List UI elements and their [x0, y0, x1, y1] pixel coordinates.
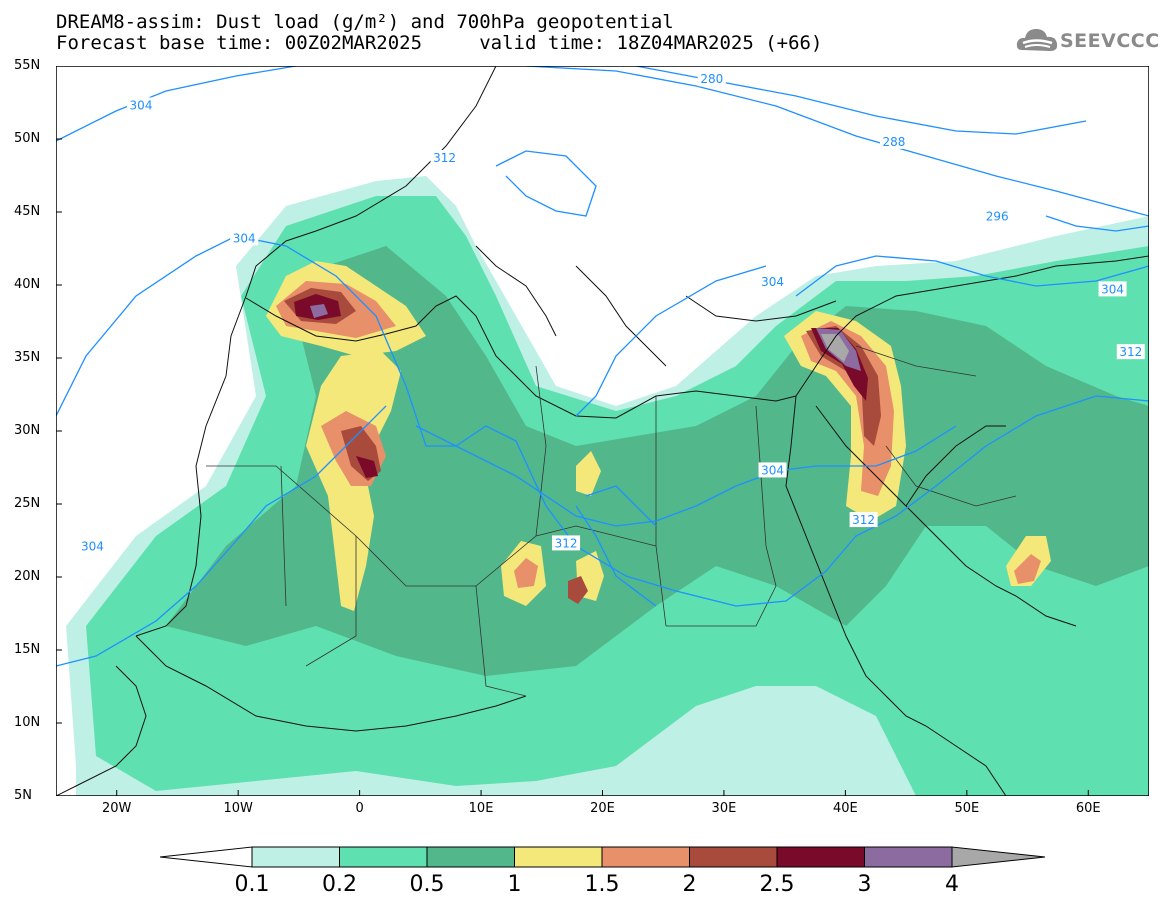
- map-title: DREAM8-assim: Dust load (g/m²) and 700hP…: [56, 11, 674, 33]
- contour-label-bg: [697, 71, 726, 87]
- seevccc-logo: SEEVCCC: [1016, 24, 1159, 58]
- lat-tick-label: 15N: [14, 642, 41, 657]
- dust-field: [66, 176, 1149, 796]
- contour-label: 304: [130, 98, 153, 112]
- dust-level-3: [310, 304, 328, 318]
- contour-label-bg: [78, 538, 107, 554]
- lon-tick-label: 50E: [954, 801, 980, 816]
- coastlines: [56, 66, 1149, 796]
- colorbar-label: 0.2: [322, 872, 357, 897]
- lat-tick-label: 45N: [14, 204, 41, 219]
- contour-label-bg: [758, 274, 787, 290]
- lat-tick-label: 40N: [14, 277, 41, 292]
- contour-label-bg: [758, 462, 787, 478]
- map-subtitle: Forecast base time: 00Z02MAR2025 valid t…: [56, 32, 823, 54]
- contour-label: 312: [852, 513, 875, 527]
- dust-level-2.5: [356, 456, 378, 478]
- contour-label-bg: [879, 133, 908, 149]
- contour-label: 304: [81, 539, 104, 553]
- contour-label-bg: [230, 230, 259, 246]
- contour-label-bg: [430, 149, 459, 165]
- contour-label: 304: [233, 231, 256, 245]
- colorbar-label: 0.1: [234, 872, 270, 897]
- contour-label: 312: [555, 536, 578, 550]
- contour-label: 312: [433, 151, 456, 165]
- dust-level-2: [568, 576, 588, 604]
- dust-level-1.5: [1014, 554, 1041, 584]
- lon-tick-label: 30E: [711, 801, 737, 816]
- contour-label: 296: [986, 209, 1009, 223]
- lat-tick-label: 55N: [14, 58, 41, 73]
- contour-label: 304: [1101, 282, 1124, 296]
- lat-tick-label: 5N: [14, 788, 32, 803]
- borders: [206, 345, 1017, 697]
- colorbar-label: 3: [857, 872, 872, 897]
- colorbar-label: 1.5: [584, 872, 620, 897]
- dust-level-2: [806, 326, 881, 446]
- colorbar-left-arrow: [160, 846, 253, 868]
- colorbar-cell: [251, 846, 340, 868]
- colorbar-label: 4: [945, 872, 959, 897]
- colorbar-cell: [601, 846, 690, 868]
- colorbar: [160, 846, 1045, 868]
- lat-tick-label: 35N: [14, 350, 41, 365]
- lon-tick-label: 10W: [223, 801, 253, 816]
- colorbar-label: 0.5: [409, 872, 445, 897]
- dust-level-1.5: [514, 558, 538, 588]
- lon-tick-label: 60E: [1075, 801, 1101, 816]
- lon-tick-label: 40E: [832, 801, 858, 816]
- lon-tick-label: 20W: [102, 801, 132, 816]
- lon-tick-label: 0: [355, 801, 364, 816]
- lat-tick-label: 20N: [14, 569, 41, 584]
- dust-level-4: [821, 334, 849, 362]
- colorbar-cell: [864, 846, 953, 868]
- contour-label: 312: [1119, 345, 1142, 359]
- contour-label-bg: [127, 97, 156, 113]
- colorbar-label: 1: [507, 872, 522, 897]
- axis-ticks: [56, 66, 1089, 796]
- dust-load-map: 304 280 288 312 296 304 304 304 312 304 312 312 304: [56, 66, 1149, 796]
- colorbar-cell: [689, 846, 778, 868]
- dust-level-0.5: [166, 246, 1149, 676]
- contour-label-bg: [849, 512, 878, 528]
- contour-label-bg: [552, 535, 581, 551]
- contour-label: 304: [761, 275, 784, 289]
- lat-tick-label: 50N: [14, 131, 41, 146]
- colorbar-cell: [426, 846, 515, 868]
- logo-text: SEEVCCC: [1060, 30, 1160, 52]
- colorbar-cell: [339, 846, 428, 868]
- contour-label: 288: [883, 135, 906, 149]
- contour-label-bg: [1116, 344, 1145, 360]
- lat-tick-label: 10N: [14, 715, 41, 730]
- colorbar-cell: [514, 846, 603, 868]
- colorbar-label: 2: [682, 872, 697, 897]
- lon-tick-label: 20E: [590, 801, 615, 816]
- lon-tick-label: 10E: [468, 801, 494, 816]
- colorbar-cell: [776, 846, 865, 868]
- lat-tick-label: 30N: [14, 423, 41, 438]
- colorbar-label: 2.5: [759, 872, 795, 897]
- cloud-icon: [1016, 29, 1058, 51]
- contour-label-bg: [983, 208, 1012, 224]
- dust-level-1: [576, 451, 601, 496]
- lat-tick-label: 25N: [14, 496, 41, 511]
- colorbar-right-arrow: [951, 846, 1045, 868]
- contour-label: 280: [700, 72, 723, 86]
- contour-label-bg: [1098, 281, 1127, 297]
- contour-label: 304: [761, 463, 784, 477]
